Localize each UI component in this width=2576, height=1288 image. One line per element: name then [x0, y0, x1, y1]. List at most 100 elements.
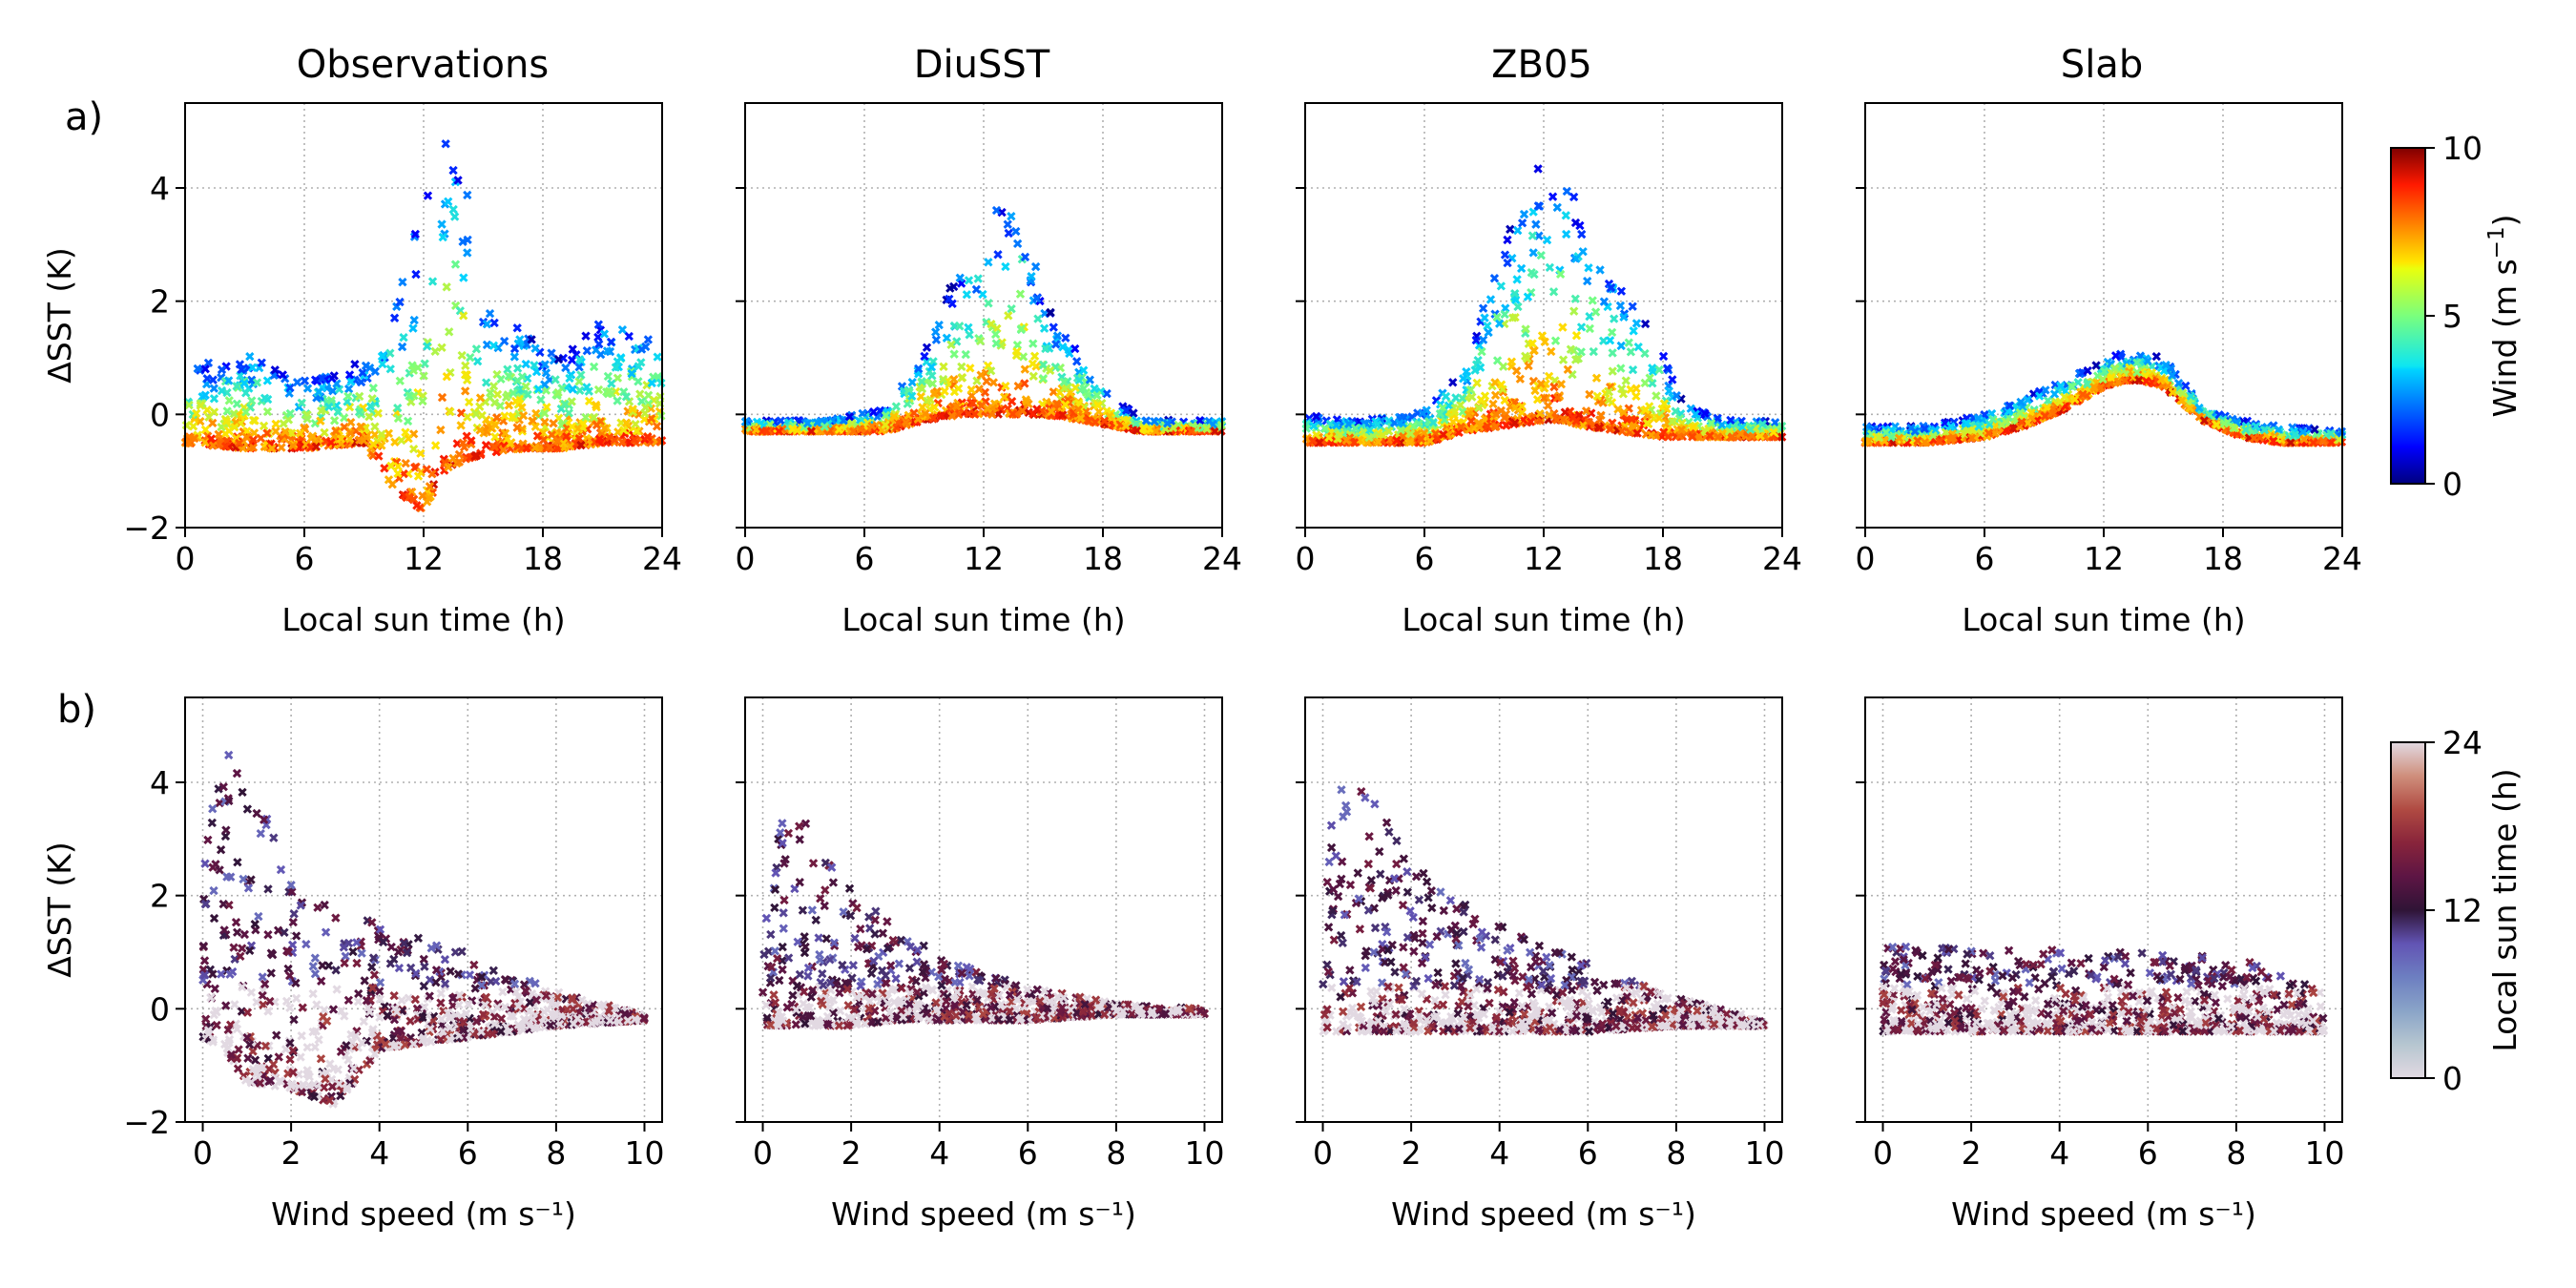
- data-point: [252, 808, 261, 819]
- data-point: [490, 432, 500, 442]
- x-tick-label: 0: [736, 540, 756, 577]
- data-point: [530, 361, 539, 370]
- data-point: [624, 331, 634, 342]
- data-point: [1561, 211, 1570, 220]
- data-point: [1478, 335, 1488, 344]
- data-point: [255, 363, 264, 373]
- data-point: [263, 884, 273, 894]
- data-point: [1631, 319, 1642, 328]
- data-point: [409, 315, 419, 325]
- data-point: [1563, 364, 1573, 374]
- data-point: [231, 917, 241, 927]
- data-point: [646, 414, 656, 424]
- data-point: [241, 407, 251, 417]
- data-point: [1589, 346, 1598, 357]
- data-point: [1616, 286, 1627, 296]
- data-point: [463, 235, 472, 245]
- data-point: [262, 406, 273, 417]
- data-point: [454, 1000, 464, 1010]
- data-point: [295, 428, 305, 438]
- data-point: [471, 344, 482, 354]
- data-point: [1012, 341, 1023, 350]
- data-point: [1532, 395, 1543, 405]
- data-point: [221, 416, 232, 426]
- data-point: [412, 501, 422, 510]
- data-point: [1028, 371, 1038, 382]
- data-point: [256, 828, 265, 839]
- data-point: [464, 397, 474, 407]
- data-point: [1071, 357, 1082, 366]
- data-point: [370, 429, 380, 440]
- data-point: [1626, 347, 1636, 357]
- data-point: [1517, 218, 1527, 228]
- data-point: [1484, 327, 1493, 338]
- data-point: [489, 318, 499, 328]
- data-point: [656, 378, 666, 388]
- data-point: [463, 190, 472, 200]
- data-point: [1629, 326, 1638, 336]
- data-point: [939, 362, 948, 371]
- data-point: [631, 420, 640, 429]
- data-point: [1616, 341, 1626, 351]
- data-point: [233, 1064, 243, 1073]
- data-point: [292, 378, 302, 387]
- data-point: [436, 988, 446, 998]
- data-point: [450, 212, 460, 221]
- data-point: [1515, 374, 1526, 384]
- data-point: [200, 364, 210, 374]
- data-point: [495, 401, 506, 411]
- data-point: [343, 995, 354, 1006]
- data-point: [1569, 306, 1579, 316]
- data-point: [471, 409, 481, 419]
- data-point: [288, 441, 298, 450]
- data-point: [1472, 378, 1482, 388]
- data-point: [591, 345, 601, 355]
- data-point: [778, 819, 787, 828]
- data-point: [278, 370, 288, 380]
- data-point: [1558, 355, 1568, 364]
- data-point: [328, 386, 338, 396]
- data-point: [377, 351, 387, 362]
- data-point: [642, 381, 652, 390]
- data-point: [374, 451, 384, 461]
- data-point: [459, 273, 468, 282]
- data-point: [576, 440, 586, 450]
- y-tick-label: −2: [123, 509, 170, 547]
- data-point: [1500, 250, 1510, 260]
- x-tick-label: 0: [176, 540, 196, 577]
- data-point: [389, 313, 400, 322]
- data-point: [217, 969, 226, 979]
- data-point: [581, 412, 591, 423]
- data-point: [445, 327, 454, 337]
- data-point: [386, 461, 396, 471]
- data-point: [617, 437, 627, 447]
- data-point: [357, 948, 366, 958]
- data-point: [230, 1000, 239, 1009]
- data-point: [329, 371, 339, 381]
- data-point: [1030, 261, 1041, 272]
- y-tick-label: 2: [150, 283, 170, 321]
- data-point: [313, 903, 322, 912]
- data-point: [212, 1020, 221, 1030]
- data-point: [530, 443, 540, 453]
- data-point: [489, 398, 500, 407]
- data-point: [247, 375, 257, 384]
- data-point: [547, 429, 557, 440]
- data-point: [814, 933, 823, 943]
- data-point: [310, 375, 321, 384]
- data-point: [235, 438, 244, 448]
- data-point: [405, 391, 414, 401]
- data-point: [394, 963, 405, 973]
- data-point: [512, 423, 522, 432]
- y-axis-label: ΔSST (K): [41, 247, 78, 384]
- data-point: [565, 442, 575, 451]
- data-point: [973, 274, 983, 283]
- data-point: [498, 987, 508, 997]
- data-point: [565, 373, 574, 384]
- data-point: [492, 389, 503, 400]
- data-point: [252, 378, 262, 387]
- data-point: [283, 964, 293, 974]
- x-tick-label: 18: [1083, 540, 1123, 577]
- data-point: [367, 394, 377, 404]
